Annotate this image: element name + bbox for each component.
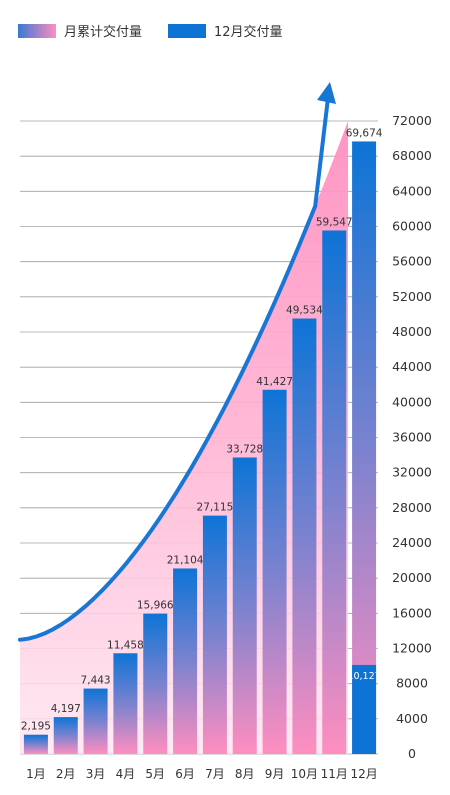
value-label: 27,115 bbox=[197, 502, 234, 514]
y-tick-label: 24000 bbox=[392, 535, 432, 550]
y-tick-label: 52000 bbox=[392, 289, 432, 304]
x-tick-labels: 1月 2月 3月 4月 5月 6月 7月 8月 9月 10月 11月 12月 bbox=[26, 767, 378, 781]
y-tick-label: 44000 bbox=[392, 359, 432, 374]
x-tick-label: 11月 bbox=[321, 767, 348, 781]
bar-6 bbox=[173, 568, 198, 754]
y-tick-label: 4000 bbox=[396, 711, 428, 726]
december-delivery-label: 10,127 bbox=[347, 671, 380, 682]
bar-9 bbox=[262, 389, 287, 754]
value-label: 41,427 bbox=[256, 376, 293, 388]
y-tick-label: 0 bbox=[408, 746, 416, 761]
trend-line bbox=[18, 96, 330, 642]
x-tick-label: 8月 bbox=[235, 767, 255, 781]
value-label: 4,197 bbox=[51, 703, 81, 715]
y-tick-label: 12000 bbox=[392, 641, 432, 656]
x-tick-label: 10月 bbox=[291, 767, 318, 781]
y-tick-label: 48000 bbox=[392, 324, 432, 339]
x-tick-label: 3月 bbox=[86, 767, 106, 781]
y-tick-label: 20000 bbox=[392, 570, 432, 585]
y-tick-label: 64000 bbox=[392, 183, 432, 198]
legend-label-cumulative: 月累计交付量 bbox=[64, 24, 142, 40]
x-tick-label: 4月 bbox=[116, 767, 136, 781]
value-label: 33,728 bbox=[226, 443, 263, 455]
bar-3 bbox=[83, 688, 108, 754]
x-tick-label: 5月 bbox=[145, 767, 165, 781]
trend-arrow bbox=[18, 82, 336, 642]
value-label: 69,674 bbox=[346, 127, 383, 139]
value-label: 7,443 bbox=[81, 675, 111, 687]
bar-12 bbox=[352, 141, 377, 755]
bar-8 bbox=[232, 457, 257, 754]
x-tick-label: 6月 bbox=[175, 767, 195, 781]
y-tick-label: 28000 bbox=[392, 500, 432, 515]
y-tick-label: 36000 bbox=[392, 430, 432, 445]
y-tick-label: 16000 bbox=[392, 605, 432, 620]
value-label: 15,966 bbox=[137, 600, 174, 612]
value-label: 2,195 bbox=[21, 721, 51, 733]
bar-5 bbox=[143, 613, 168, 754]
y-tick-label: 60000 bbox=[392, 219, 432, 234]
bar-10 bbox=[292, 318, 317, 754]
bar-1 bbox=[23, 734, 48, 754]
y-tick-labels: 0 4000 8000 12000 16000 20000 24000 28000 32000 3… bbox=[392, 113, 432, 761]
legend-swatch-cumulative bbox=[18, 24, 56, 38]
bar-12-monthly bbox=[352, 664, 377, 754]
bar-7 bbox=[202, 515, 227, 754]
value-label: 49,534 bbox=[286, 305, 323, 317]
y-tick-label: 68000 bbox=[392, 148, 432, 163]
y-tick-label: 56000 bbox=[392, 254, 432, 269]
value-label: 21,104 bbox=[167, 554, 204, 566]
x-tick-label: 2月 bbox=[56, 767, 76, 781]
x-tick-label: 1月 bbox=[26, 767, 46, 781]
y-tick-label: 32000 bbox=[392, 465, 432, 480]
bars bbox=[23, 141, 377, 755]
legend-label-monthly: 12月交付量 bbox=[214, 24, 283, 40]
value-label: 59,547 bbox=[316, 216, 353, 228]
y-tick-label: 8000 bbox=[396, 676, 428, 691]
bar-2 bbox=[53, 717, 78, 754]
legend-swatch-monthly bbox=[168, 24, 206, 38]
y-tick-label: 40000 bbox=[392, 394, 432, 409]
legend: 月累计交付量 12月交付量 bbox=[18, 24, 283, 40]
bar-11 bbox=[322, 230, 347, 755]
y-tick-label: 72000 bbox=[392, 113, 432, 128]
trend-arrowhead bbox=[317, 82, 336, 104]
x-tick-label: 12月 bbox=[350, 767, 377, 781]
value-label: 11,458 bbox=[107, 639, 144, 651]
bar-4 bbox=[113, 653, 138, 754]
x-tick-label: 7月 bbox=[205, 767, 225, 781]
x-tick-label: 9月 bbox=[265, 767, 285, 781]
